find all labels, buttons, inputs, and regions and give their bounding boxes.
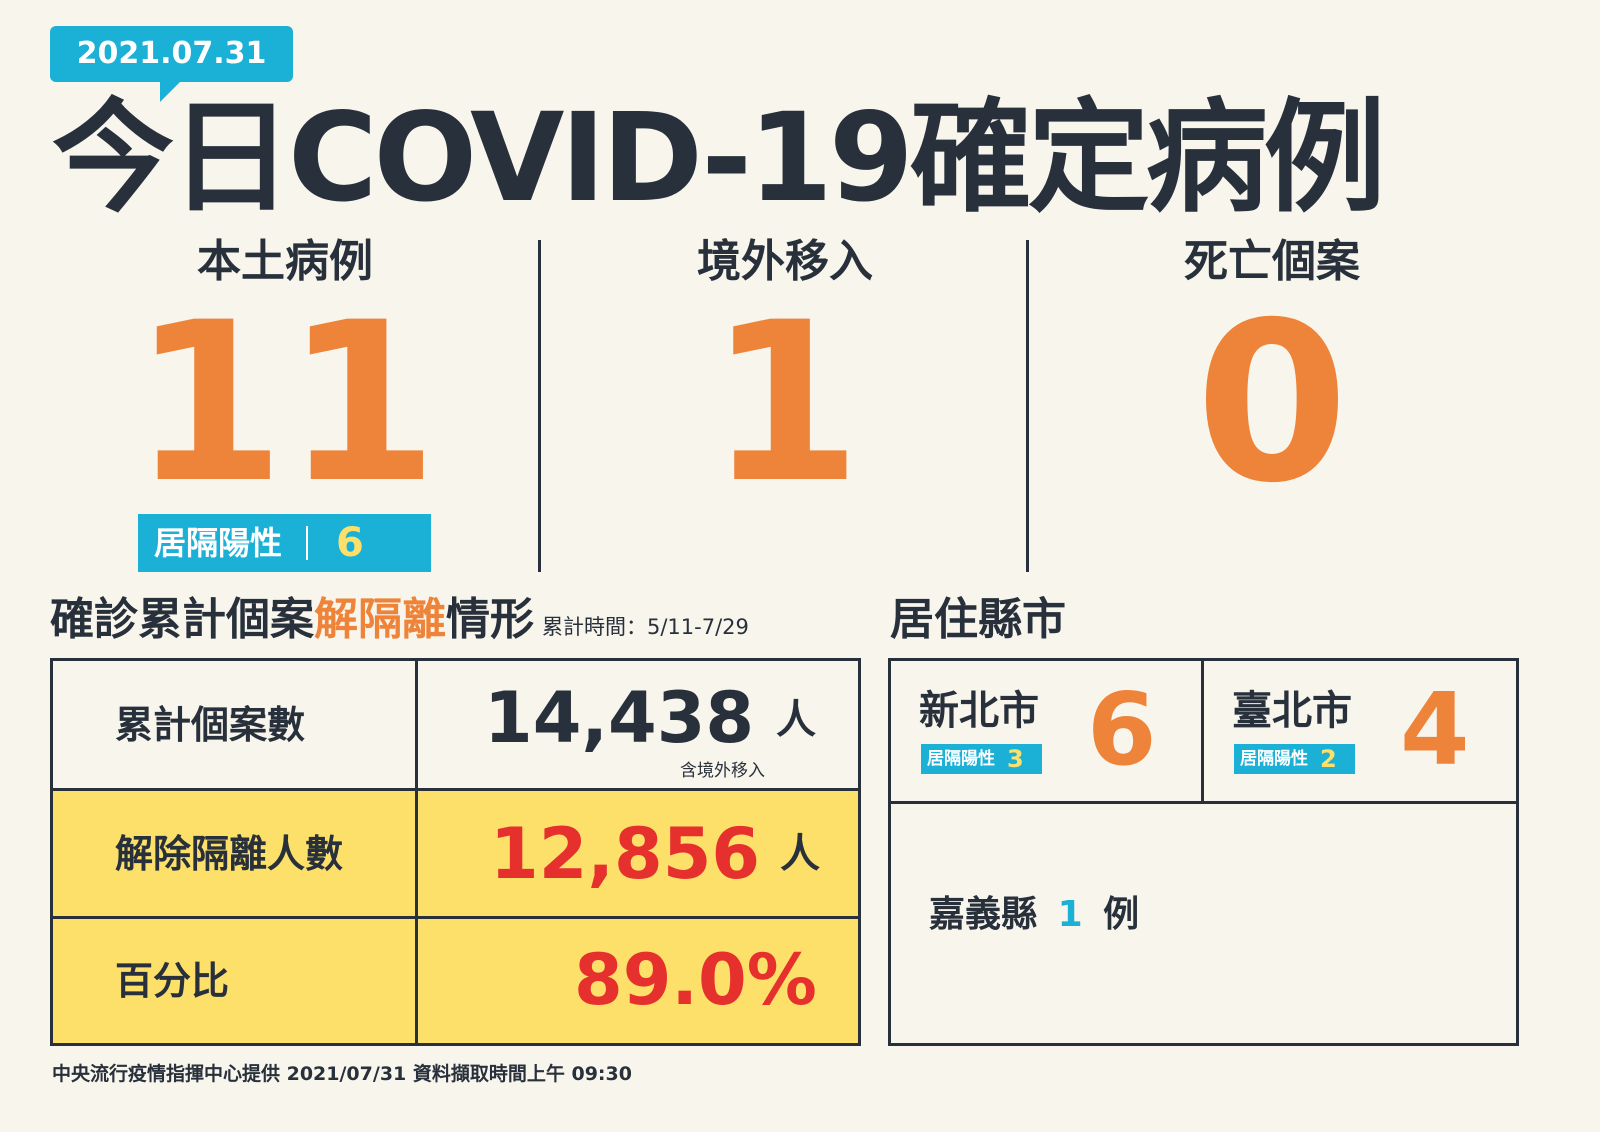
city-count: 6 (1087, 671, 1157, 788)
tag-value: 3 (1007, 745, 1024, 773)
imported-cases-value: 1 (708, 275, 862, 531)
released-label: 解除隔離人數 (53, 791, 418, 916)
city-count: 4 (1400, 671, 1470, 788)
imported-cases-label: 境外移入 (697, 236, 873, 287)
local-cases-value: 11 (131, 275, 439, 531)
home-isolation-label: 居隔陽性 (154, 524, 283, 562)
release-table: 累計個案數 14,438 人 含境外移入 解除隔離人數 12,856 人 百分比… (50, 658, 861, 1046)
city-name: 臺北市 (1232, 688, 1352, 734)
city-isolation-tag: 居隔陽性 3 (921, 744, 1042, 774)
tag-label: 居隔陽性 (1240, 749, 1308, 769)
released-unit: 人 (780, 831, 820, 877)
percent-label: 百分比 (53, 919, 418, 1043)
table-row: 百分比 89.0% (53, 919, 858, 1043)
other-city: 嘉義縣 1 例 (929, 893, 1139, 937)
home-isolation-value: 6 (336, 520, 364, 566)
percent-value: 89.0% (574, 939, 817, 1021)
city-name: 新北市 (919, 688, 1039, 734)
release-section-title: 確診累計個案解隔離情形 累計時間：5/11-7/29 (50, 594, 749, 653)
table-row: 解除隔離人數 12,856 人 (53, 791, 858, 919)
title-highlight: 解隔離 (314, 594, 446, 645)
total-unit: 人 (776, 697, 816, 743)
deaths-label: 死亡個案 (1184, 236, 1360, 287)
total-label: 累計個案數 (53, 661, 418, 788)
residence-box: 新北市 居隔陽性 3 6 臺北市 居隔陽性 2 4 嘉義縣 1 例 (888, 658, 1519, 1046)
total-value: 14,438 (484, 677, 755, 759)
title-part: 情形 (446, 594, 534, 645)
period-note: 累計時間：5/11-7/29 (542, 615, 749, 639)
date-tag: 2021.07.31 (50, 26, 293, 82)
deaths-value: 0 (1195, 275, 1349, 531)
city-card: 臺北市 居隔陽性 2 4 (1204, 661, 1516, 804)
date-tag-pointer (160, 80, 182, 102)
other-city-unit: 例 (1103, 894, 1140, 935)
table-row: 累計個案數 14,438 人 含境外移入 (53, 661, 858, 791)
title-part: 確診累計個案 (50, 594, 314, 645)
tag-label: 居隔陽性 (927, 749, 995, 769)
tag-value: 2 (1320, 745, 1337, 773)
city-isolation-tag: 居隔陽性 2 (1234, 744, 1355, 774)
badge-separator (306, 526, 309, 560)
released-value: 12,856 (490, 813, 761, 895)
other-city-name: 嘉義縣 (929, 894, 1038, 935)
divider (538, 240, 541, 572)
residence-title: 居住縣市 (890, 594, 1066, 645)
local-cases-label: 本土病例 (197, 236, 373, 287)
city-card: 新北市 居隔陽性 3 6 (891, 661, 1204, 804)
total-note: 含境外移入 (680, 761, 765, 781)
other-city-count: 1 (1057, 894, 1083, 935)
footer-source: 中央流行疫情指揮中心提供 2021/07/31 資料擷取時間上午 09:30 (52, 1063, 632, 1085)
divider (1026, 240, 1029, 572)
page-title: 今日COVID-19確定病例 (52, 87, 1386, 229)
home-isolation-badge: 居隔陽性 6 (138, 514, 431, 572)
